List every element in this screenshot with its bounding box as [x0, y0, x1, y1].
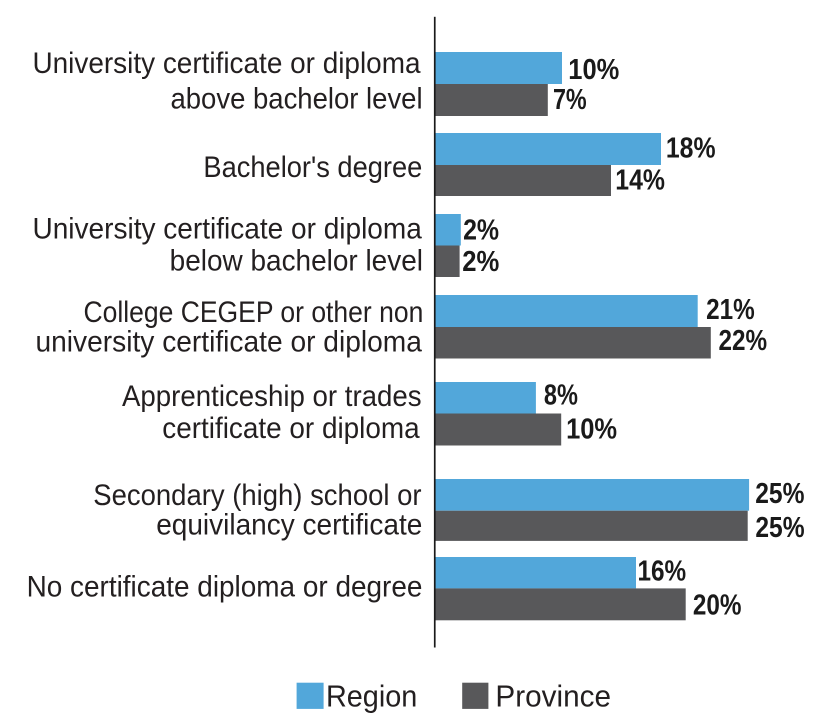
svg-text:16%: 16%	[638, 554, 687, 587]
svg-text:2%: 2%	[463, 214, 499, 246]
svg-text:10%: 10%	[566, 412, 617, 445]
svg-text:14%: 14%	[615, 164, 665, 196]
svg-text:22%: 22%	[718, 324, 767, 357]
svg-text:8%: 8%	[544, 378, 578, 411]
svg-text:university certificate or dipl: university certificate or diploma	[35, 326, 422, 359]
svg-text:2%: 2%	[462, 244, 499, 277]
svg-text:College CEGEP or other non: College CEGEP or other non	[83, 296, 423, 329]
svg-text:21%: 21%	[706, 293, 755, 326]
svg-text:18%: 18%	[666, 132, 716, 164]
svg-text:7%: 7%	[553, 82, 587, 115]
svg-text:20%: 20%	[693, 588, 742, 621]
svg-text:10%: 10%	[568, 53, 619, 86]
svg-text:above bachelor level: above bachelor level	[170, 83, 422, 116]
svg-text:equivilancy certificate: equivilancy certificate	[156, 509, 422, 542]
svg-text:Province: Province	[495, 680, 611, 714]
svg-text:University certificate or dipl: University certificate or diploma	[32, 213, 421, 246]
svg-text:Secondary (high) school or: Secondary (high) school or	[93, 479, 422, 512]
svg-text:below bachelor level: below bachelor level	[170, 245, 423, 278]
svg-text:Region: Region	[326, 680, 417, 714]
svg-text:University certificate or dipl: University certificate or diploma	[32, 47, 420, 80]
svg-text:Apprenticeship or trades: Apprenticeship or trades	[122, 380, 422, 413]
svg-text:certificate or diploma: certificate or diploma	[162, 412, 419, 445]
svg-text:Bachelor's degree: Bachelor's degree	[203, 151, 422, 184]
svg-text:No certificate diploma or degr: No certificate diploma or degree	[27, 571, 423, 604]
svg-text:25%: 25%	[755, 477, 804, 509]
svg-text:25%: 25%	[755, 511, 804, 543]
